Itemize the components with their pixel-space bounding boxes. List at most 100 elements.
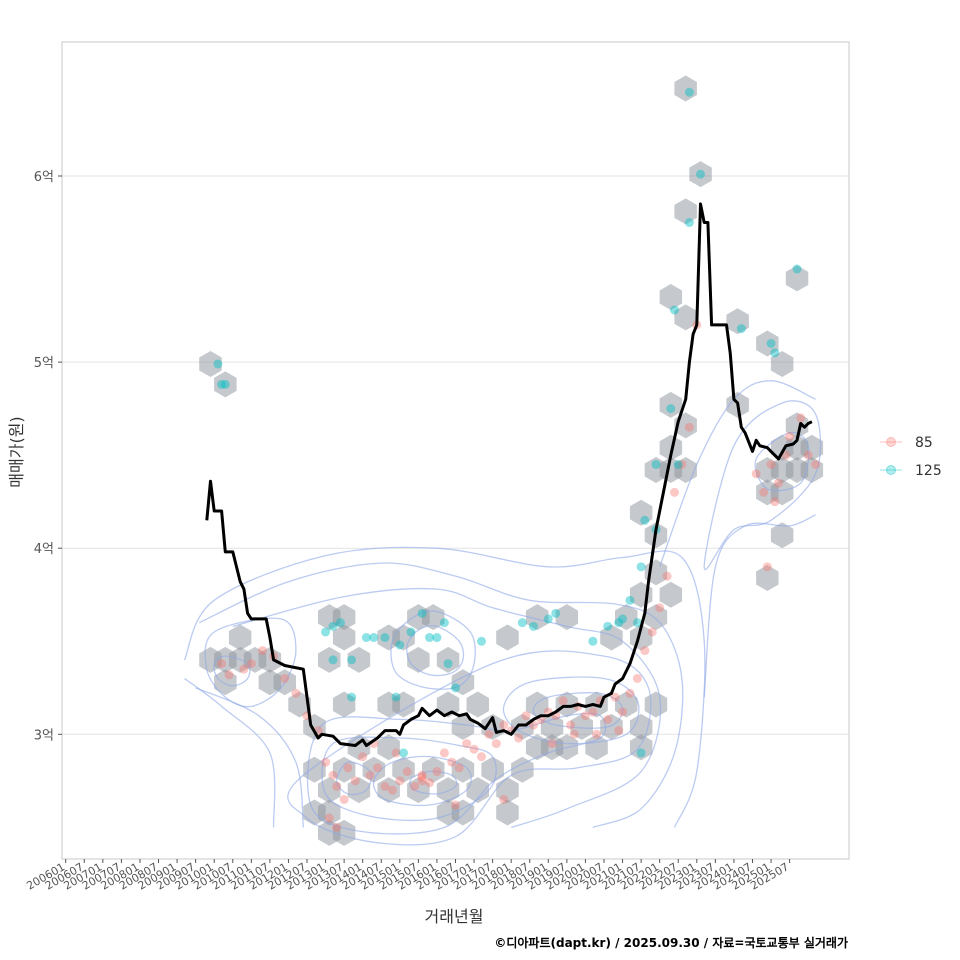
contour-0 bbox=[406, 625, 465, 677]
hexbin-55 bbox=[332, 756, 356, 783]
point-125-12 bbox=[417, 608, 427, 618]
point-85-75 bbox=[451, 800, 460, 810]
hexbin-33 bbox=[511, 713, 534, 740]
point-85-18 bbox=[373, 763, 383, 773]
hexbin-79 bbox=[496, 799, 519, 826]
hexbin-54 bbox=[318, 777, 341, 804]
point-85-35 bbox=[499, 720, 509, 730]
hexbin-97 bbox=[770, 351, 794, 377]
point-125-6 bbox=[347, 655, 357, 665]
point-85-30 bbox=[462, 739, 472, 749]
point-125-46 bbox=[792, 264, 802, 274]
point-85-81 bbox=[547, 739, 557, 749]
y-axis-title: 매매가(원) bbox=[7, 416, 26, 487]
hexbin-15 bbox=[318, 646, 341, 673]
point-125-23 bbox=[517, 618, 527, 628]
hexbin-65 bbox=[481, 756, 504, 783]
point-85-19 bbox=[380, 781, 390, 791]
hexbin-24 bbox=[451, 669, 475, 696]
point-85-4 bbox=[257, 646, 267, 656]
hexbin-94 bbox=[726, 308, 749, 335]
point-85-56 bbox=[655, 603, 665, 613]
point-125-42 bbox=[696, 169, 706, 179]
point-125-10 bbox=[395, 640, 405, 650]
contour-17 bbox=[659, 380, 816, 568]
hexbin-106 bbox=[770, 434, 794, 461]
contour-12 bbox=[204, 617, 297, 708]
point-85-17 bbox=[365, 770, 375, 780]
point-125-2 bbox=[220, 379, 230, 389]
point-125-1 bbox=[217, 379, 227, 389]
point-85-51 bbox=[618, 707, 628, 717]
point-125-39 bbox=[670, 305, 680, 315]
point-125-14 bbox=[432, 633, 442, 643]
point-85-25 bbox=[425, 778, 435, 788]
hexbin-56 bbox=[347, 777, 371, 804]
scatter-points bbox=[213, 87, 821, 832]
contour-13 bbox=[199, 562, 684, 829]
point-125-36 bbox=[651, 459, 661, 469]
hexbin-8 bbox=[258, 646, 282, 673]
point-85-32 bbox=[476, 752, 486, 762]
point-85-33 bbox=[484, 729, 494, 739]
point-85-2 bbox=[239, 664, 249, 674]
point-85-20 bbox=[387, 785, 397, 795]
x-axis-title: 거래년월 bbox=[425, 907, 484, 926]
contour-15 bbox=[703, 400, 822, 571]
hexbin-36 bbox=[555, 691, 579, 718]
hexbin-46 bbox=[600, 624, 623, 651]
hexbin-109 bbox=[756, 565, 779, 591]
y-axis-ticks: 3억 4억 5억 6억 bbox=[34, 170, 62, 743]
point-125-4 bbox=[328, 621, 338, 631]
hexbin-92 bbox=[674, 75, 697, 102]
contour-1 bbox=[390, 610, 476, 690]
point-85-14 bbox=[343, 763, 353, 773]
contour-8 bbox=[532, 692, 624, 729]
hexbin-105 bbox=[800, 457, 824, 483]
point-85-63 bbox=[759, 487, 769, 497]
point-85-47 bbox=[588, 707, 598, 717]
point-85-76 bbox=[499, 794, 509, 804]
hexbin-62 bbox=[436, 777, 460, 804]
point-85-10 bbox=[321, 757, 331, 767]
point-85-46 bbox=[580, 711, 590, 721]
hexbin-64 bbox=[466, 777, 489, 804]
point-125-8 bbox=[369, 633, 379, 643]
contour-10 bbox=[287, 650, 652, 846]
point-125-41 bbox=[684, 87, 694, 97]
point-125-18 bbox=[328, 655, 338, 665]
hexbin-61 bbox=[422, 756, 445, 783]
point-85-84 bbox=[614, 726, 624, 736]
point-85-29 bbox=[454, 763, 464, 773]
hexbin-28 bbox=[392, 691, 415, 718]
hexbin-30 bbox=[466, 691, 489, 718]
point-85-73 bbox=[324, 813, 334, 823]
hexbin-73 bbox=[377, 734, 400, 761]
point-85-7 bbox=[291, 688, 301, 698]
point-85-54 bbox=[640, 646, 650, 656]
point-85-0 bbox=[217, 659, 227, 669]
point-85-38 bbox=[521, 711, 531, 721]
point-85-13 bbox=[339, 794, 349, 804]
hexbin-45 bbox=[555, 604, 579, 631]
hexbin-39 bbox=[600, 713, 623, 740]
point-85-78 bbox=[417, 776, 427, 786]
point-125-9 bbox=[380, 633, 390, 643]
contour-16 bbox=[754, 431, 810, 492]
point-85-64 bbox=[766, 459, 776, 469]
point-125-26 bbox=[551, 608, 561, 618]
legend: 85 125 bbox=[880, 435, 942, 479]
point-85-72 bbox=[770, 497, 780, 507]
point-85-44 bbox=[566, 720, 576, 730]
point-85-22 bbox=[402, 767, 412, 777]
contour-2 bbox=[213, 655, 251, 687]
point-85-66 bbox=[781, 450, 791, 460]
point-85-69 bbox=[803, 450, 813, 460]
hexbin-5 bbox=[228, 624, 252, 651]
point-85-70 bbox=[811, 459, 821, 469]
point-125-45 bbox=[770, 348, 780, 358]
point-85-57 bbox=[662, 571, 672, 581]
point-85-59 bbox=[677, 459, 687, 469]
hexbin-93 bbox=[689, 161, 712, 188]
point-125-28 bbox=[603, 621, 613, 631]
